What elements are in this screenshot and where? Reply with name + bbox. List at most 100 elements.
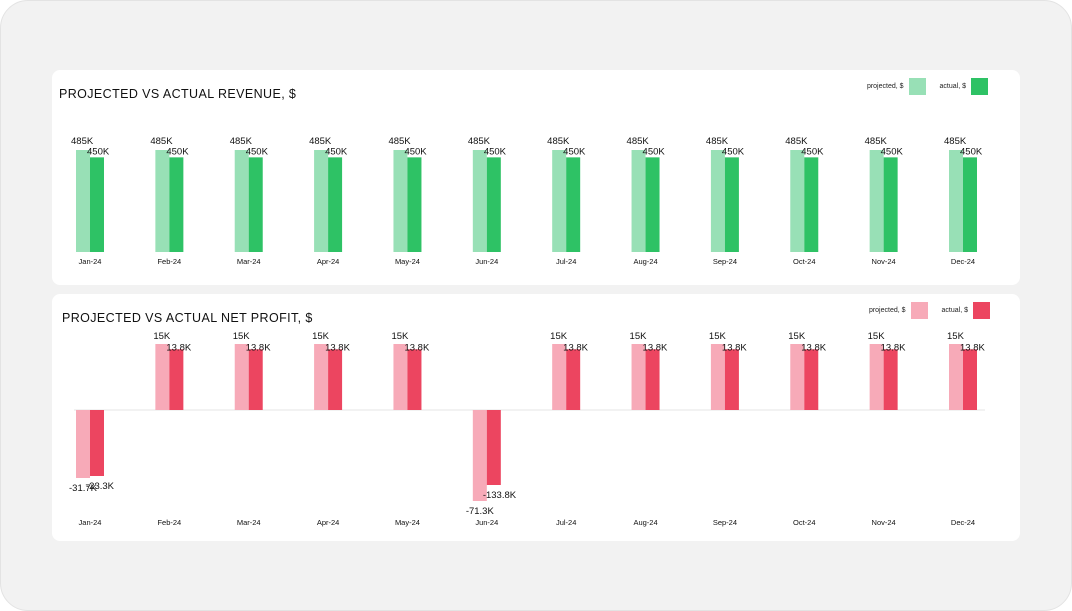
projected-bar (76, 150, 90, 252)
actual-bar (486, 410, 501, 485)
x-tick-label: Jul-24 (556, 257, 576, 266)
profit-bar-chart: -31.7K-23.3KJan-2415K13.8KFeb-2415K13.8K… (69, 331, 985, 527)
projected-bar (710, 150, 725, 252)
projected-data-label: 15K (391, 331, 409, 342)
projected-bar (710, 344, 725, 410)
legend-swatch-projected (908, 78, 926, 95)
actual-bar (328, 349, 343, 410)
legend-item-actual: actual, $ (942, 302, 990, 319)
projected-data-label: 485K (547, 136, 570, 147)
x-tick-label: Jul-24 (556, 518, 576, 527)
projected-bar (155, 344, 170, 410)
projected-bar (631, 344, 646, 410)
x-tick-label: Mar-24 (237, 257, 261, 266)
projected-bar (472, 410, 487, 501)
actual-bar (169, 349, 184, 410)
projected-bar (155, 150, 170, 252)
actual-data-label: 13.8K (960, 342, 985, 353)
projected-data-label: 485K (388, 136, 411, 147)
actual-bar (566, 349, 581, 410)
projected-data-label: 485K (309, 136, 332, 147)
projected-data-label: 485K (706, 136, 729, 147)
actual-bar (328, 157, 343, 252)
projected-data-label: 485K (627, 136, 650, 147)
profit-chart-panel: PROJECTED VS ACTUAL NET PROFIT, $ projec… (52, 294, 1020, 541)
x-tick-label: May-24 (395, 257, 420, 266)
projected-bar (552, 150, 567, 252)
actual-bar (407, 349, 422, 410)
projected-bar (869, 150, 884, 252)
actual-bar (883, 349, 898, 410)
actual-data-label: 450K (325, 146, 348, 157)
actual-bar (407, 157, 422, 252)
actual-data-label: 13.8K (722, 342, 747, 353)
x-tick-label: Feb-24 (157, 257, 181, 266)
actual-data-label: 13.8K (563, 342, 588, 353)
projected-bar (393, 344, 408, 410)
actual-data-label: 450K (404, 146, 427, 157)
projected-bar (949, 150, 963, 252)
profit-legend: projected, $ actual, $ (855, 302, 990, 319)
actual-bar (486, 157, 501, 252)
projected-data-label: 15K (788, 331, 806, 342)
projected-bar (790, 150, 805, 252)
revenue-chart-title: PROJECTED VS ACTUAL REVENUE, $ (59, 87, 297, 101)
x-tick-label: Nov-24 (872, 518, 896, 527)
x-tick-label: Jun-24 (475, 257, 498, 266)
x-tick-label: Apr-24 (317, 518, 340, 527)
profit-chart-title: PROJECTED VS ACTUAL NET PROFIT, $ (62, 311, 313, 325)
x-tick-label: Jun-24 (475, 518, 498, 527)
legend-label-projected: projected, $ (868, 307, 906, 314)
x-tick-label: Feb-24 (157, 518, 181, 527)
legend-label-projected: projected, $ (866, 83, 904, 90)
projected-bar (234, 344, 249, 410)
projected-bar (631, 150, 646, 252)
actual-bar (169, 157, 184, 252)
x-tick-label: Oct-24 (793, 518, 816, 527)
actual-bar (248, 349, 263, 410)
legend-swatch-actual (973, 302, 990, 319)
projected-bar (552, 344, 567, 410)
legend-item-projected: projected, $ (869, 302, 928, 319)
projected-bar (472, 150, 487, 252)
actual-bar (90, 410, 104, 476)
projected-data-label: -31.7K (69, 483, 98, 494)
legend-label-actual: actual, $ (939, 83, 966, 90)
actual-bar (645, 157, 660, 252)
actual-data-label: 450K (484, 146, 507, 157)
projected-data-label: 15K (630, 331, 648, 342)
x-tick-label: Mar-24 (237, 518, 261, 527)
actual-data-label: 450K (722, 146, 745, 157)
actual-data-label: 13.8K (325, 342, 350, 353)
projected-bar (790, 344, 805, 410)
projected-data-label: 15K (153, 331, 171, 342)
projected-bar (314, 150, 329, 252)
actual-bar (248, 157, 263, 252)
projected-data-label: 485K (150, 136, 173, 147)
x-tick-label: Sep-24 (713, 257, 737, 266)
legend-swatch-actual (971, 78, 988, 95)
actual-bar (566, 157, 581, 252)
x-tick-label: Aug-24 (633, 257, 657, 266)
revenue-legend: projected, $ actual, $ (853, 78, 988, 95)
actual-bar (963, 349, 977, 410)
projected-data-label: 485K (785, 136, 808, 147)
projected-bar (76, 410, 90, 478)
actual-bar (804, 157, 819, 252)
projected-bar (949, 344, 963, 410)
actual-bar (645, 349, 660, 410)
x-tick-label: Oct-24 (793, 257, 816, 266)
actual-bar (963, 157, 977, 252)
projected-data-label: 15K (233, 331, 251, 342)
legend-label-actual: actual, $ (941, 307, 968, 314)
projected-data-label: 15K (947, 331, 965, 342)
projected-data-label: 15K (709, 331, 727, 342)
actual-data-label: 450K (960, 146, 983, 157)
revenue-chart-panel: PROJECTED VS ACTUAL REVENUE, $ projected… (52, 70, 1020, 285)
legend-item-actual: actual, $ (940, 78, 988, 95)
actual-bar (804, 349, 819, 410)
x-tick-label: Aug-24 (633, 518, 657, 527)
x-tick-label: Jan-24 (79, 518, 102, 527)
x-tick-label: Apr-24 (317, 257, 340, 266)
actual-data-label: 450K (801, 146, 824, 157)
